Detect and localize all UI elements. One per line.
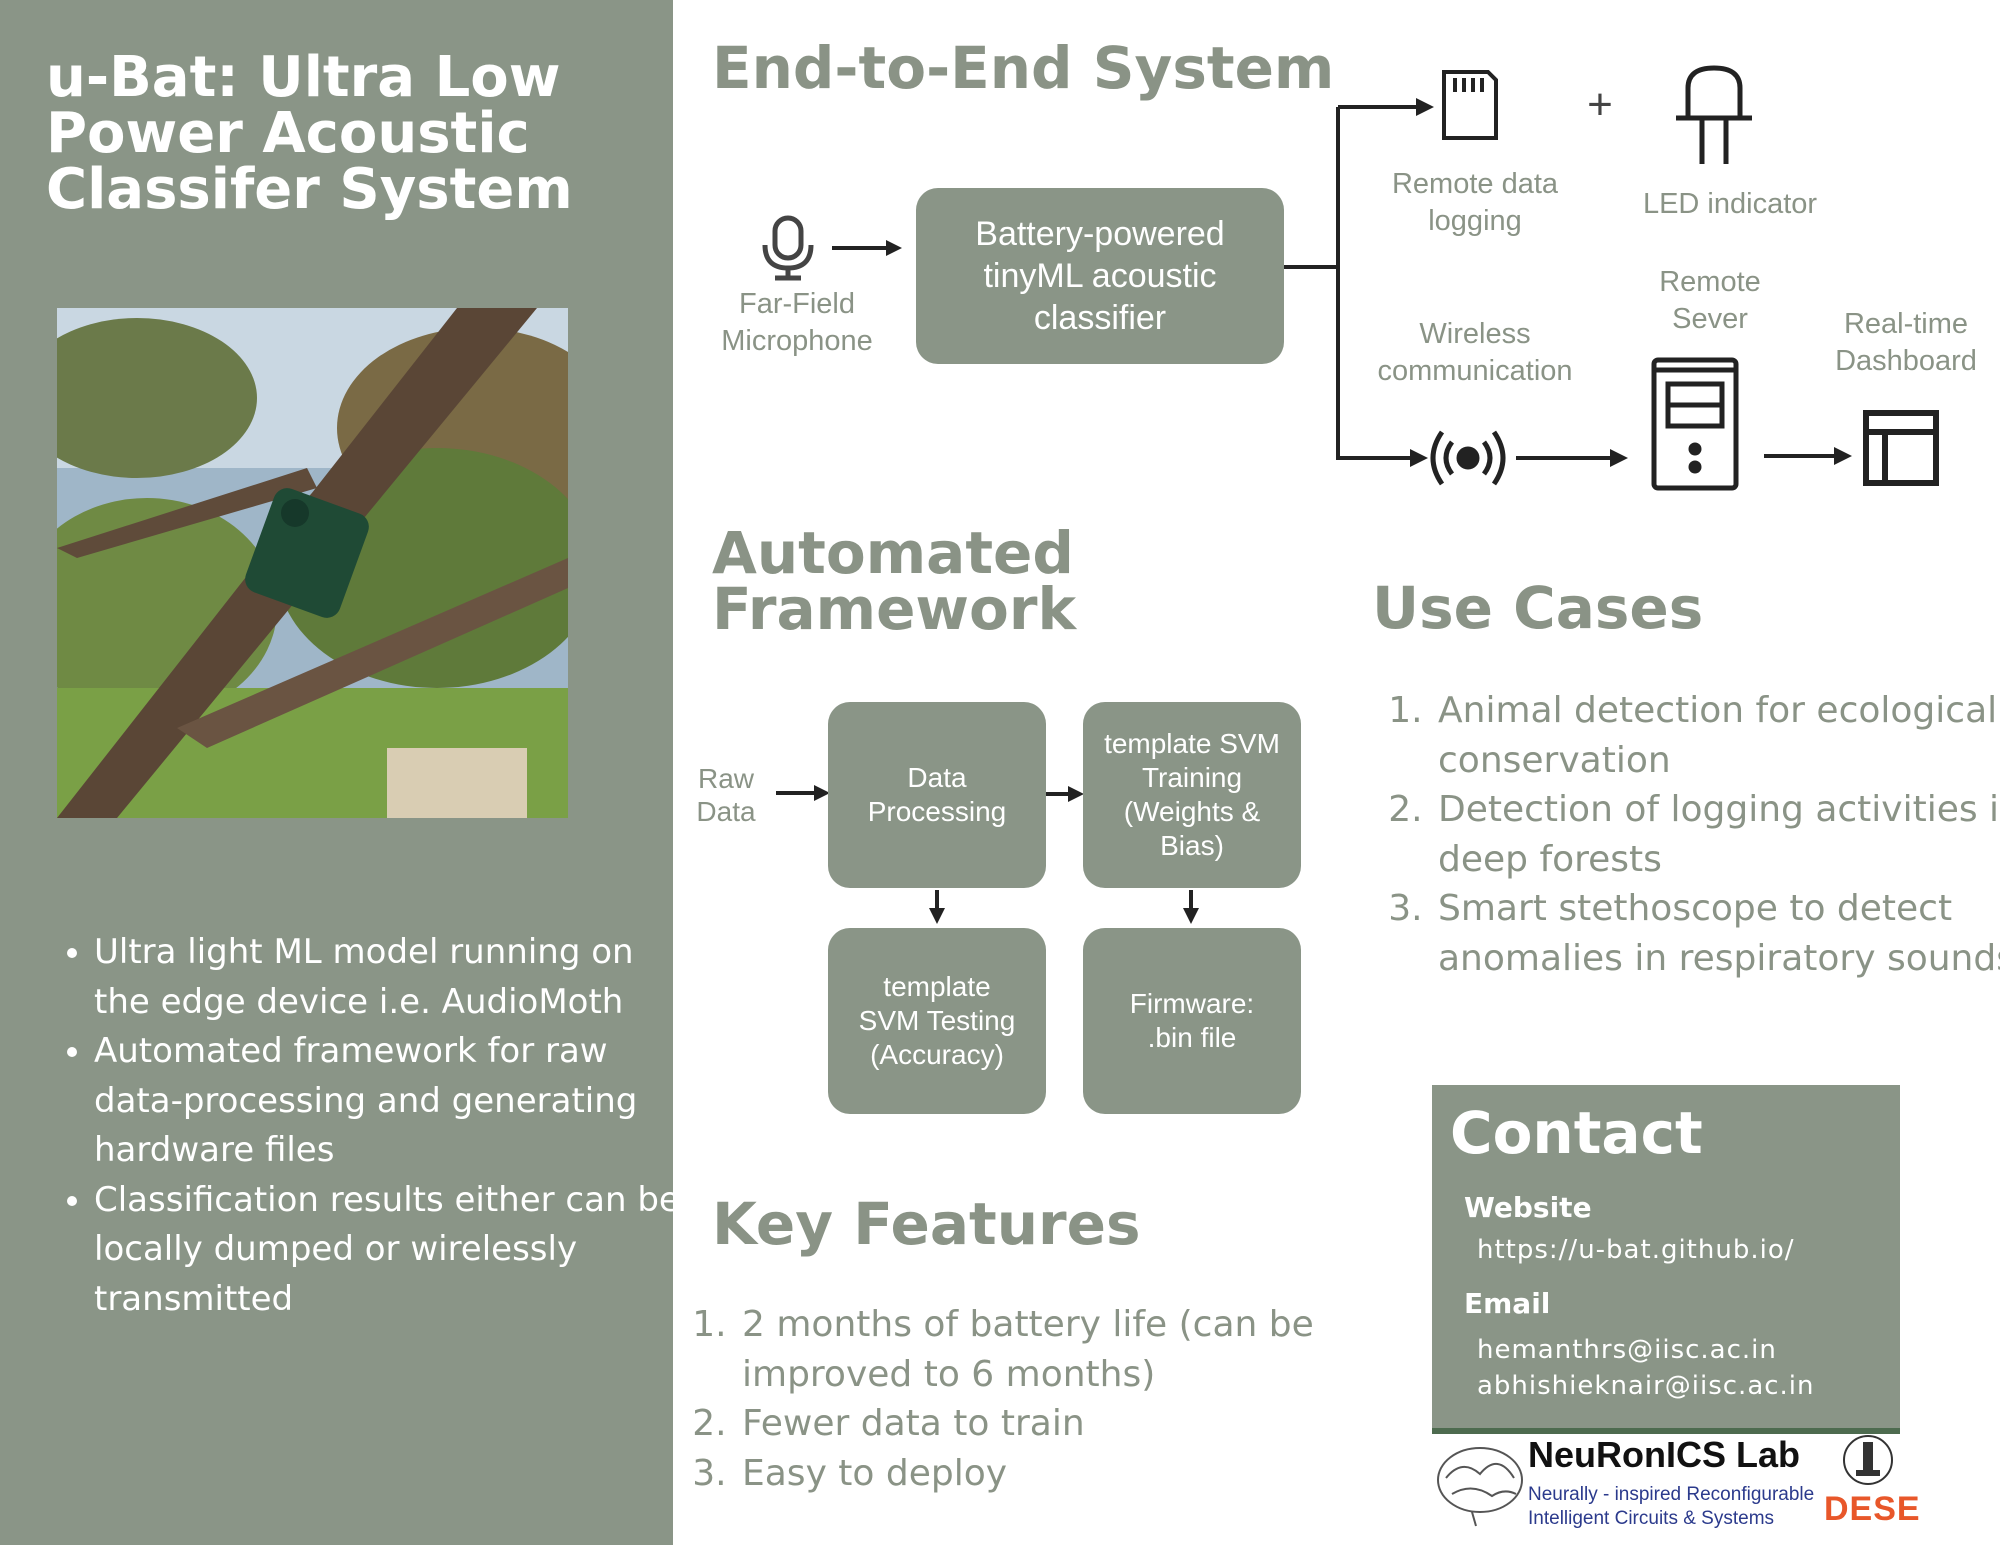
svm-training-box: template SVM Training (Weights & Bias) bbox=[1083, 702, 1301, 888]
server-label: Remote Sever bbox=[1659, 266, 1761, 335]
data-processing-box: Data Processing bbox=[828, 702, 1046, 888]
raw-data-label: Raw Data bbox=[696, 763, 756, 827]
end-to-end-heading: End-to-End System bbox=[712, 34, 1335, 102]
microphone-icon bbox=[762, 215, 814, 281]
lab-tagline: Neurally - inspired Reconfigurable bbox=[1528, 1484, 1815, 1505]
svm-testing-box: template SVM Testing (Accuracy) bbox=[828, 928, 1046, 1114]
dashboard-label: Real-time Dashboard bbox=[1835, 308, 1977, 377]
list-item: Smart stethoscope to detect anomalies in… bbox=[1434, 884, 2000, 983]
list-item: Detection of logging activities in deep … bbox=[1434, 785, 2000, 884]
list-item: Easy to deploy bbox=[738, 1449, 1358, 1499]
email-link[interactable]: abhishieknair@iisc.ac.in bbox=[1477, 1371, 1815, 1401]
feature-bullets: Ultra light ML model running on the edge… bbox=[40, 928, 694, 1324]
bullet-item: Automated framework for raw data-process… bbox=[94, 1027, 694, 1176]
key-features-heading: Key Features bbox=[712, 1190, 1141, 1258]
plus-sign: + bbox=[1587, 80, 1613, 129]
dept-logo: DESE bbox=[1824, 1490, 1921, 1528]
key-features-list: 2 months of battery life (can be improve… bbox=[676, 1300, 1358, 1498]
server-icon bbox=[1651, 357, 1739, 491]
device-photo bbox=[57, 308, 568, 818]
website-label: Website bbox=[1464, 1191, 1592, 1224]
email-link[interactable]: hemanthrs@iisc.ac.in bbox=[1477, 1335, 1777, 1365]
list-item: 2 months of battery life (can be improve… bbox=[738, 1300, 1358, 1399]
classifier-box: Battery-powered tinyML acoustic classifi… bbox=[916, 188, 1284, 364]
remote-logging-label: Remote data logging bbox=[1391, 168, 1559, 237]
brain-icon bbox=[1437, 1447, 1523, 1527]
bullet-item: Ultra light ML model running on the edge… bbox=[94, 928, 694, 1027]
framework-arrows bbox=[776, 785, 1199, 924]
led-label: LED indicator bbox=[1642, 188, 1818, 220]
wireless-icon bbox=[1430, 430, 1506, 486]
lab-tagline: Intelligent Circuits & Systems bbox=[1528, 1508, 1775, 1529]
list-item: Animal detection for ecological conserva… bbox=[1434, 686, 2000, 785]
dashboard-icon bbox=[1863, 410, 1939, 486]
institute-seal-icon bbox=[1843, 1435, 1893, 1485]
led-icon bbox=[1676, 65, 1752, 164]
use-cases-list: Animal detection for ecological conserva… bbox=[1372, 686, 2000, 983]
contact-divider bbox=[1432, 1428, 1900, 1434]
email-label: Email bbox=[1464, 1287, 1551, 1320]
end-to-end-diagram bbox=[762, 65, 1939, 491]
bullet-item: Classification results either can be loc… bbox=[94, 1176, 694, 1325]
firmware-box: Firmware: .bin file bbox=[1083, 928, 1301, 1114]
framework-heading: Automated Framework bbox=[712, 519, 1077, 643]
list-item: Fewer data to train bbox=[738, 1399, 1358, 1449]
poster-title: u-Bat: Ultra Low Power Acoustic Classife… bbox=[46, 45, 573, 222]
wireless-label: Wireless communication bbox=[1377, 318, 1573, 387]
contact-heading: Contact bbox=[1450, 1099, 1703, 1167]
use-cases-heading: Use Cases bbox=[1372, 574, 1704, 642]
contact-panel: Contact Website https://u-bat.github.io/… bbox=[1432, 1085, 1900, 1430]
mic-label: Far-Field Microphone bbox=[721, 288, 873, 357]
lab-logo: NeuRonICS Lab Neurally - inspired Reconf… bbox=[1432, 1430, 1920, 1538]
sd-card-icon bbox=[1442, 70, 1498, 140]
lab-name: NeuRonICS Lab bbox=[1528, 1434, 1801, 1475]
website-link[interactable]: https://u-bat.github.io/ bbox=[1477, 1235, 1795, 1265]
